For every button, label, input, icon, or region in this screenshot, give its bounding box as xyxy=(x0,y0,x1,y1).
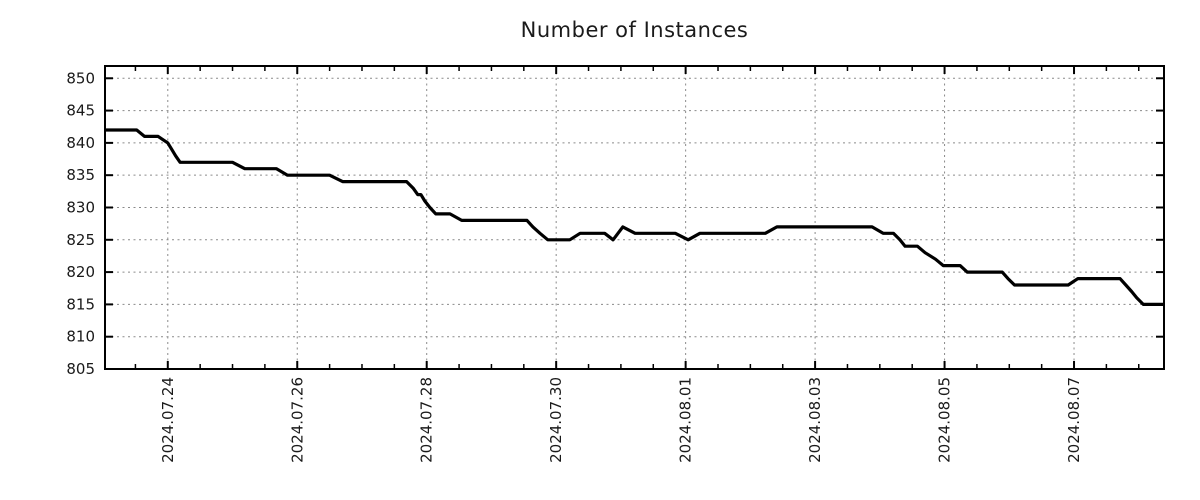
axes-border-and-ticks xyxy=(104,65,1165,370)
x-tick-label: 2024.07.28 xyxy=(418,377,436,463)
y-tick-label: 830 xyxy=(66,198,95,216)
x-tick-label: 2024.07.26 xyxy=(288,377,306,463)
grid-lines xyxy=(106,67,1163,368)
instances-line xyxy=(105,128,1164,306)
y-tick-label: 835 xyxy=(66,166,95,184)
x-tick-label: 2024.07.30 xyxy=(547,377,565,463)
y-tick-label: 820 xyxy=(66,263,95,281)
x-tick-label: 2024.08.05 xyxy=(936,377,954,463)
y-tick-label: 805 xyxy=(66,360,95,378)
data-series-line xyxy=(105,128,1164,306)
y-tick-label: 845 xyxy=(66,102,95,120)
y-tick-label: 815 xyxy=(66,295,95,313)
x-tick-label: 2024.08.03 xyxy=(806,377,824,463)
x-tick-label: 2024.07.24 xyxy=(159,377,177,463)
y-tick-label: 840 xyxy=(66,134,95,152)
y-tick-label: 825 xyxy=(66,231,95,249)
y-tick-label: 810 xyxy=(66,328,95,346)
x-tick-label: 2024.08.01 xyxy=(677,377,695,463)
x-tick-label: 2024.08.07 xyxy=(1065,377,1083,463)
y-tick-label: 850 xyxy=(66,69,95,87)
tick-labels: 805 810 815 820 825 830 835 840 845 850 2024.07.24… xyxy=(66,69,1083,463)
chart-title: Number of Instances xyxy=(520,18,749,42)
